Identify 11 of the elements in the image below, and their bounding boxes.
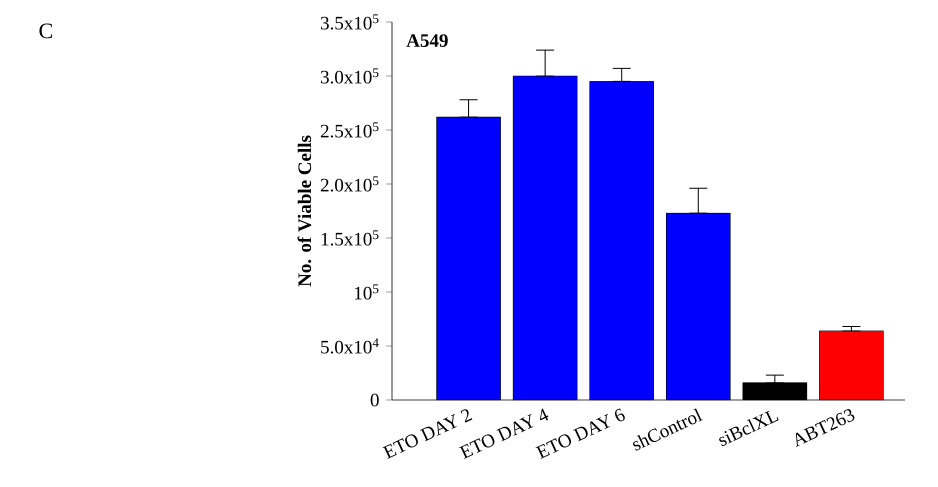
y-tick-label: 10$^{5}$ (354, 284, 378, 300)
y-tick-label: 3.5x10$^{5}$ (320, 14, 378, 30)
text: C (39, 24, 52, 38)
y-tick-label: 2.0x10$^{5}$ (320, 176, 378, 192)
y-axis-title: No. of Viable Cells (298, 136, 312, 287)
y-tick-label: 0 (370, 394, 379, 406)
chart-title: A549 (406, 34, 448, 47)
y-tick-label: 3.0x10$^{5}$ (320, 68, 378, 84)
y-tick-label: 2.5x10$^{5}$ (320, 122, 378, 138)
y-tick-label: 5.0x10$^{4}$ (321, 338, 379, 354)
y-tick-label: 1.5x10$^{5}$ (322, 230, 378, 246)
